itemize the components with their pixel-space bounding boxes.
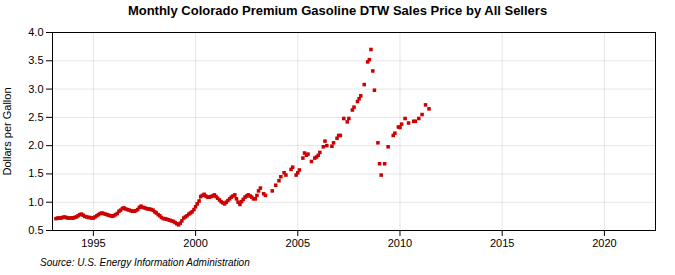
svg-text:2010: 2010	[388, 237, 412, 249]
svg-text:2.0: 2.0	[28, 139, 43, 151]
svg-text:1995: 1995	[81, 237, 105, 249]
svg-text:0.5: 0.5	[28, 224, 43, 236]
html-text:Monthly Colorado Premium Gasol: Monthly Colorado Premium Gasoline DTW Sa…	[127, 3, 548, 18]
svg-text:1.5: 1.5	[28, 167, 43, 179]
svg-text:Dollars per Gallon: Dollars per Gallon	[1, 87, 13, 175]
svg-text:2005: 2005	[286, 237, 310, 249]
svg-text:3.0: 3.0	[28, 83, 43, 95]
svg-text:4.0: 4.0	[28, 26, 43, 38]
svg-text:2020: 2020	[592, 237, 616, 249]
svg-text:2.5: 2.5	[28, 111, 43, 123]
svg-text:2015: 2015	[490, 237, 514, 249]
svg-text:1.0: 1.0	[28, 196, 43, 208]
svg-text:2000: 2000	[183, 237, 207, 249]
html-text:Source: U.S. Energy Informatio: Source: U.S. Energy Information Administ…	[40, 257, 250, 268]
svg-text:3.5: 3.5	[28, 54, 43, 66]
